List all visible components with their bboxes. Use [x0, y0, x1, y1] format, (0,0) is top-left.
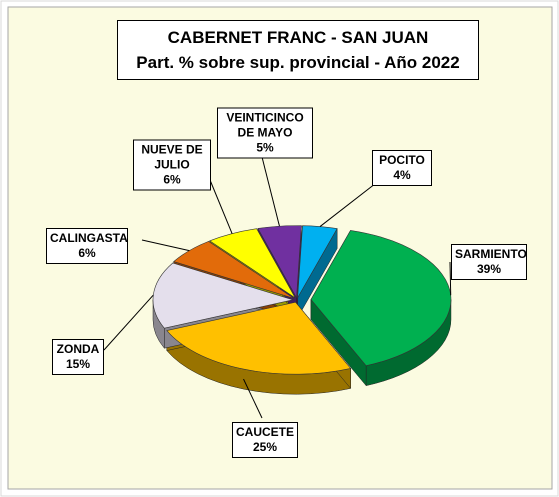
- leader-line: [261, 156, 280, 227]
- data-label: CALINGASTA 6%: [46, 228, 128, 264]
- chart-subtitle: Part. % sobre sup. provincial - Año 2022: [136, 53, 460, 72]
- leader-line: [319, 179, 381, 227]
- slice: [166, 301, 352, 375]
- slice: [310, 230, 452, 367]
- data-label: NUEVE DE JULIO 6%: [133, 139, 211, 191]
- data-label: SARMIENTO 39%: [451, 244, 527, 280]
- category-label: NUEVE DE JULIO: [141, 142, 203, 172]
- leader-line: [243, 378, 263, 419]
- slice: [257, 225, 302, 299]
- value-label: 15%: [65, 357, 91, 371]
- leader-line: [141, 239, 190, 252]
- slice-tops: [152, 225, 452, 375]
- category-label: VEINTICINCO DE MAYO: [226, 110, 304, 140]
- value-label: 6%: [163, 172, 181, 187]
- slice: [297, 225, 338, 298]
- leader-line: [103, 294, 154, 351]
- leader-line: [449, 261, 452, 296]
- category-label: CAUCETE: [236, 425, 295, 439]
- category-label: SARMIENTO: [455, 247, 527, 261]
- data-label: ZONDA 15%: [52, 339, 104, 375]
- leader-line: [209, 179, 233, 234]
- value-label: 39%: [476, 262, 502, 276]
- category-label: ZONDA: [56, 342, 100, 356]
- data-label: VEINTICINCO DE MAYO 5%: [217, 107, 313, 159]
- value-label: 5%: [256, 140, 274, 155]
- title-box: CABERNET FRANC - SAN JUAN Part. % sobre …: [117, 20, 479, 80]
- data-label: POCITO 4%: [372, 150, 432, 186]
- value-label: 25%: [252, 440, 278, 454]
- chart-title: CABERNET FRANC - SAN JUAN: [167, 28, 429, 47]
- value-label: 6%: [78, 246, 96, 260]
- category-label: POCITO: [379, 153, 425, 167]
- value-label: 4%: [393, 168, 411, 182]
- data-label: CAUCETE 25%: [232, 422, 298, 458]
- category-label: CALINGASTA: [50, 231, 128, 245]
